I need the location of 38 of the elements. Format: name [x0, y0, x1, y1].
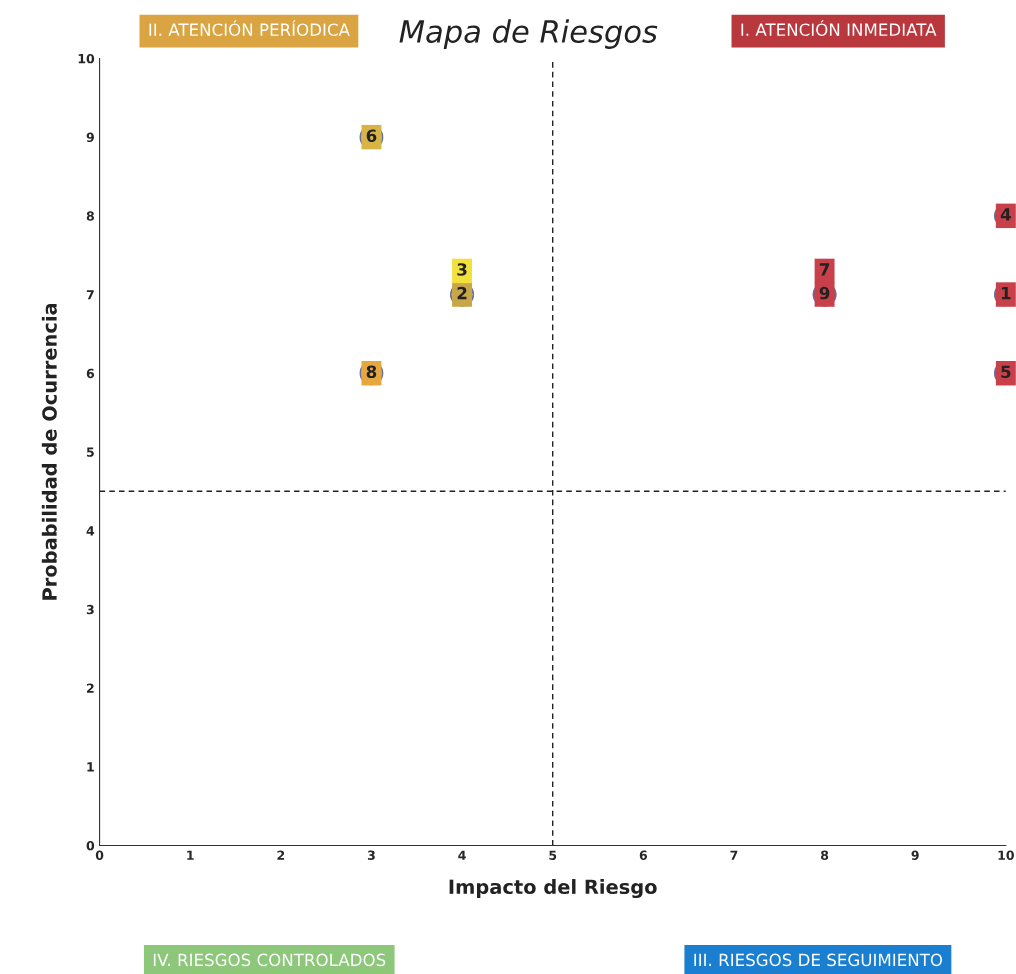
text: II. ATENCIÓN PERÍODICA	[149, 20, 350, 36]
y-tick-label: 7	[86, 290, 94, 300]
x-tick-label: 3	[367, 850, 375, 860]
x-tick-label: 8	[821, 850, 829, 860]
x-tick-label: 2	[277, 850, 285, 860]
y-tick-label: 3	[86, 604, 94, 615]
text: I. ATENCIÓN INMEDIATA	[741, 20, 937, 36]
annotation: 2	[457, 286, 467, 300]
annotation: 5	[1001, 365, 1011, 379]
annotation: 3	[457, 263, 467, 276]
x-tick-label: 9	[911, 850, 919, 860]
y-tick-label: 8	[86, 211, 94, 221]
chart-title: Mapa de Riesgos	[399, 19, 658, 49]
x-axis-title: Impacto del Riesgo	[449, 879, 657, 899]
annotation: 1	[1001, 286, 1011, 300]
y-tick-label: 1	[87, 762, 94, 772]
y-tick-label: 0	[86, 840, 95, 851]
annotation: 8	[366, 365, 377, 379]
annotation: 6	[366, 129, 377, 142]
y-tick-label: 2	[87, 683, 94, 693]
x-tick-label: 10	[998, 850, 1014, 860]
x-tick-label: 7	[730, 850, 738, 860]
y-axis-title: Probabilidad de Ocurrencia	[41, 303, 57, 600]
text: III. RIESGOS DE SEGUIMIENTO	[694, 953, 943, 967]
y-tick-label: 5	[86, 447, 94, 457]
x-tick-label: 0	[95, 850, 104, 860]
annotation: 9	[819, 286, 830, 300]
y-tick-label: 4	[86, 526, 95, 536]
x-tick-label: 4	[458, 850, 466, 860]
text: IV. RIESGOS CONTROLADOS	[153, 953, 386, 967]
x-tick-label: 1	[187, 850, 194, 860]
annotation: 4	[1000, 208, 1011, 221]
y-tick-label: 10	[78, 53, 95, 64]
y-tick-label: 9	[86, 132, 94, 143]
x-tick-label: 6	[639, 850, 648, 860]
annotation: 7	[819, 263, 830, 276]
x-tick-label: 5	[549, 850, 557, 860]
y-tick-label: 6	[86, 368, 95, 379]
